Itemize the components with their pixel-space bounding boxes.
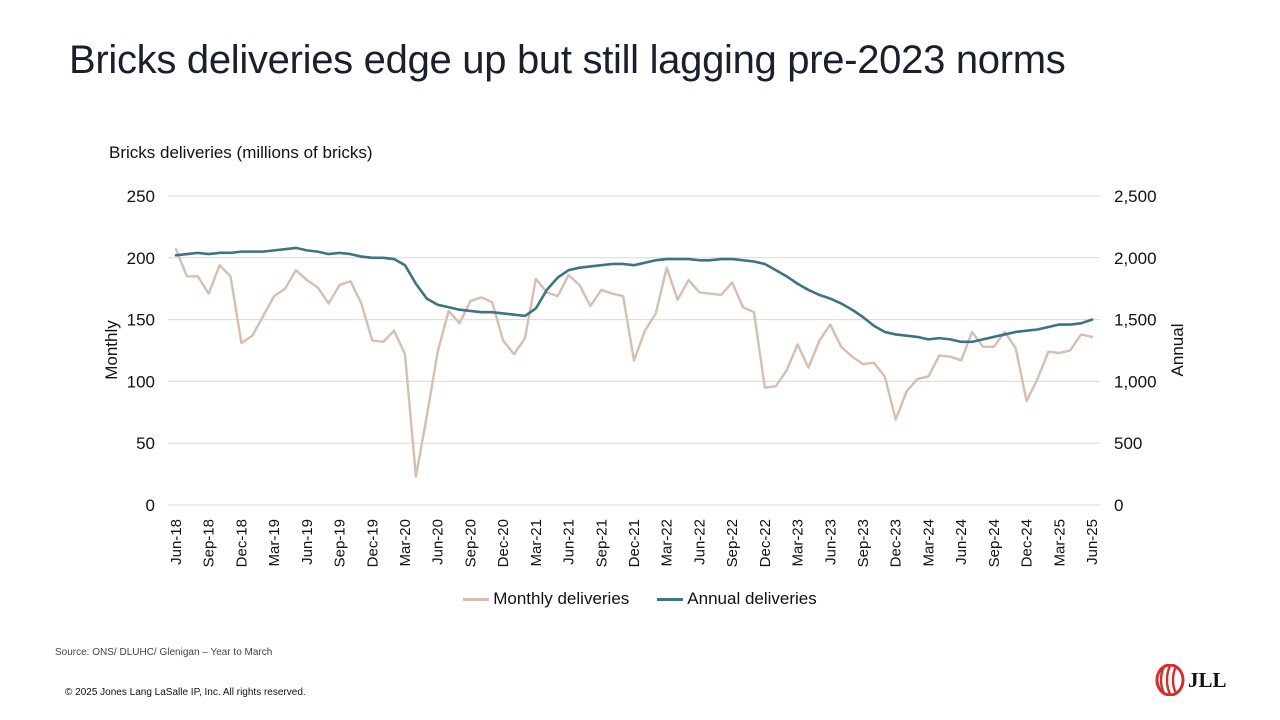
- x-tick-label: Sep-21: [593, 519, 610, 567]
- x-tick-label: Mar-25: [1051, 519, 1068, 567]
- x-tick-label: Jun-24: [953, 519, 970, 565]
- right-tick-label: 0: [1114, 496, 1123, 515]
- x-tick-label: Dec-18: [233, 519, 250, 567]
- x-tick-label: Dec-19: [364, 519, 381, 567]
- chart-legend: Monthly deliveries Annual deliveries: [0, 589, 1280, 609]
- x-tick-label: Mar-21: [528, 519, 545, 567]
- jll-logo-icon: [1155, 664, 1185, 696]
- source-note: Source: ONS/ DLUHC/ Glenigan – Year to M…: [55, 647, 273, 658]
- x-tick-label: Jun-19: [299, 519, 316, 565]
- x-tick-label: Sep-18: [201, 519, 218, 567]
- x-tick-label: Mar-19: [266, 519, 283, 567]
- series-line-annual: [174, 246, 1094, 344]
- right-tick-label: 1,500: [1114, 311, 1157, 330]
- left-tick-label: 100: [127, 372, 155, 391]
- series-line-monthly: [174, 247, 1094, 478]
- legend-swatch-annual: [657, 597, 684, 601]
- x-tick-label: Jun-25: [1084, 519, 1101, 565]
- x-tick-label: Sep-20: [462, 519, 479, 567]
- left-tick-label: 150: [127, 311, 155, 330]
- x-tick-label: Sep-19: [332, 519, 349, 567]
- x-tick-label: Dec-20: [495, 519, 512, 567]
- legend-item-annual: Annual deliveries: [657, 589, 817, 609]
- right-tick-label: 500: [1114, 434, 1142, 453]
- right-tick-label: 1,000: [1114, 372, 1157, 391]
- x-tick-label: Jun-21: [561, 519, 578, 565]
- x-tick-label: Dec-24: [1019, 519, 1036, 567]
- right-tick-label: 2,000: [1114, 249, 1157, 268]
- left-tick-label: 250: [127, 187, 155, 206]
- x-tick-label: Mar-23: [790, 519, 807, 567]
- x-tick-label: Mar-20: [397, 519, 414, 567]
- x-tick-label: Jun-23: [822, 519, 839, 565]
- chart-title: Bricks deliveries (millions of bricks): [109, 143, 373, 162]
- x-tick-label: Dec-23: [888, 519, 905, 567]
- right-axis-ticks: 0 500 1,000 1,500 2,000 2,500: [1114, 187, 1157, 515]
- legend-label-annual: Annual deliveries: [687, 589, 817, 608]
- jll-logo: JLL: [1155, 664, 1227, 696]
- x-axis-ticks: Jun-18 Sep-18 Dec-18 Mar-19 Jun-19 Sep-19 Dec-…: [168, 519, 1101, 567]
- page-title: Bricks deliveries edge up but still lagg…: [69, 38, 1066, 82]
- right-axis-label: Annual: [1168, 324, 1187, 377]
- x-tick-label: Jun-18: [168, 519, 185, 565]
- left-axis-label: Monthly: [102, 320, 121, 380]
- x-tick-label: Sep-22: [724, 519, 741, 567]
- legend-swatch-monthly: [463, 597, 490, 601]
- x-tick-label: Jun-22: [691, 519, 708, 565]
- grid-lines: [168, 195, 1100, 506]
- x-tick-label: Dec-21: [626, 519, 643, 567]
- right-tick-label: 2,500: [1114, 187, 1157, 206]
- left-tick-label: 50: [136, 434, 155, 453]
- x-tick-label: Mar-24: [920, 519, 937, 567]
- jll-logo-text: JLL: [1188, 667, 1227, 692]
- left-tick-label: 200: [127, 249, 155, 268]
- x-tick-label: Sep-24: [986, 519, 1003, 567]
- x-tick-label: Sep-23: [855, 519, 872, 567]
- x-tick-label: Jun-20: [430, 519, 447, 565]
- x-tick-label: Mar-22: [659, 519, 676, 567]
- legend-item-monthly: Monthly deliveries: [463, 589, 629, 609]
- left-tick-label: 0: [146, 496, 155, 515]
- x-tick-label: Dec-22: [757, 519, 774, 567]
- legend-label-monthly: Monthly deliveries: [493, 589, 630, 608]
- left-axis-ticks: 0 50 100 150 200 250: [127, 187, 155, 515]
- copyright-note: © 2025 Jones Lang LaSalle IP, Inc. All r…: [65, 687, 306, 698]
- series-layer: [174, 246, 1094, 478]
